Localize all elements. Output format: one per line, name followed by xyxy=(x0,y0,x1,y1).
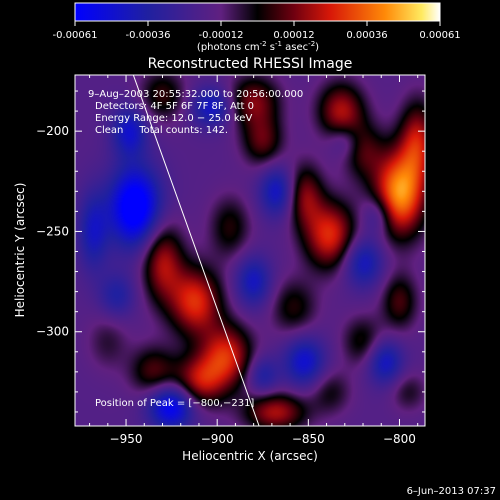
colorbar-tick-label: 0.00012 xyxy=(273,30,314,41)
peak-position-label: Position of Peak = [−800,−231] xyxy=(95,398,254,409)
colorbar-tick-label: 0.00061 xyxy=(419,30,460,41)
x-tick-label: −800 xyxy=(383,432,416,446)
colorbar-unit-label: (photons cm-2 s-1 asec-2) xyxy=(197,40,319,53)
footer-timestamp: 6–Jun–2013 07:37 xyxy=(407,486,496,497)
axes: −950 −900 −850 −800 −200 −250 −300 xyxy=(36,75,425,446)
annotation-energy: Energy Range: 12.0 − 25.0 keV xyxy=(95,113,252,124)
annotation-time: 9–Aug–2003 20:55:32.000 to 20:56:00.000 xyxy=(88,89,303,100)
chart-title: Reconstructed RHESSI Image xyxy=(148,56,353,72)
y-axis-label: Heliocentric Y (arcsec) xyxy=(13,183,27,318)
colorbar-tick-label: -0.00036 xyxy=(126,30,171,41)
colorbar-ticks: -0.00061 -0.00036 -0.00012 0.00012 0.00036 0.… xyxy=(53,21,461,41)
solar-limb-line xyxy=(132,75,260,426)
annotation-detectors: Detectors: 4F 5F 6F 7F 8F, Att 0 xyxy=(95,101,254,112)
x-tick-label: −900 xyxy=(201,432,234,446)
x-tick-label: −850 xyxy=(292,432,325,446)
y-tick-label: −300 xyxy=(36,325,69,339)
annotation-block: 9–Aug–2003 20:55:32.000 to 20:56:00.000 … xyxy=(88,89,303,136)
colorbar-tick-label: 0.00036 xyxy=(346,30,387,41)
x-tick-label: −950 xyxy=(110,432,143,446)
heatmap-image-wrap xyxy=(75,75,425,426)
colorbar-tick-label: -0.00012 xyxy=(199,30,244,41)
x-axis-label: Heliocentric X (arcsec) xyxy=(182,449,318,463)
colorbar-tick-label: -0.00061 xyxy=(53,30,98,41)
y-tick-label: −200 xyxy=(36,124,69,138)
y-tick-label: −250 xyxy=(36,224,69,238)
heatmap-image xyxy=(75,75,425,426)
plot-frame xyxy=(74,74,426,427)
annotation-clean: Clean Total counts: 142. xyxy=(95,125,228,136)
colorbar xyxy=(74,2,441,22)
